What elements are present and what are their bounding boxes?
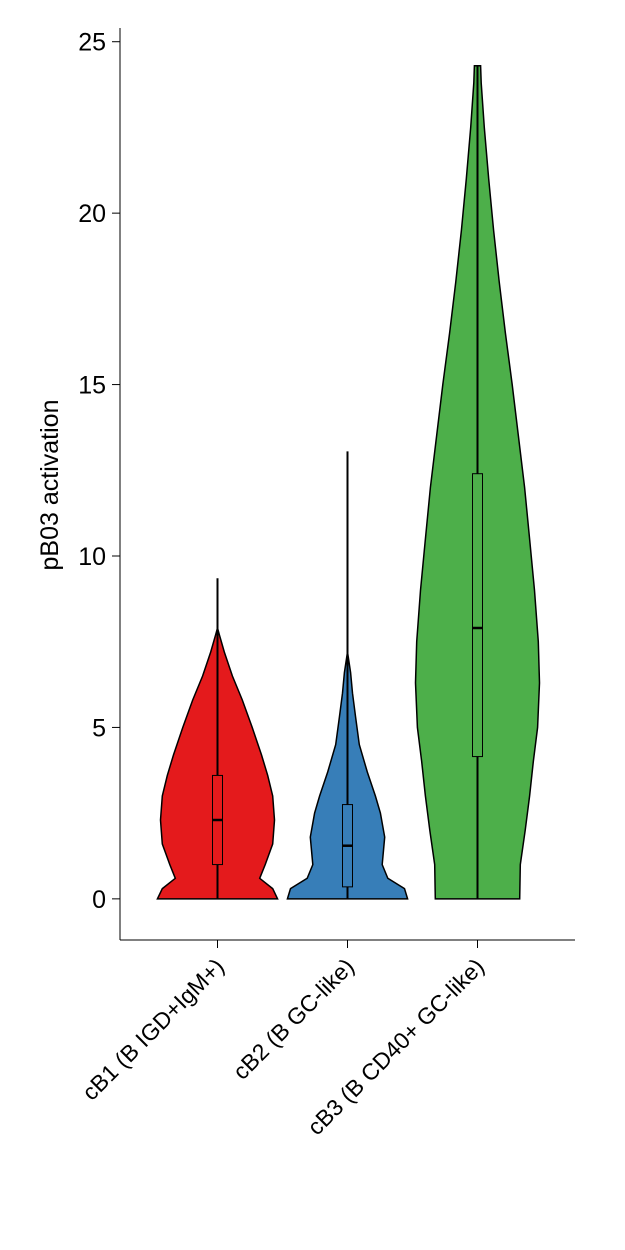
x-tick-label: cB2 (B GC-like): [228, 953, 359, 1084]
y-axis-label: pB03 activation: [36, 400, 64, 571]
y-tick-label: 0: [92, 886, 106, 914]
x-tick-label: cB1 (B IGD+IgM+): [77, 953, 229, 1105]
box: [472, 473, 483, 758]
y-tick-label: 25: [78, 29, 106, 57]
y-tick-label: 20: [78, 200, 106, 228]
y-tick-label: 5: [92, 714, 106, 742]
y-tick-label: 15: [78, 372, 106, 400]
y-tick-label: 10: [78, 543, 106, 571]
